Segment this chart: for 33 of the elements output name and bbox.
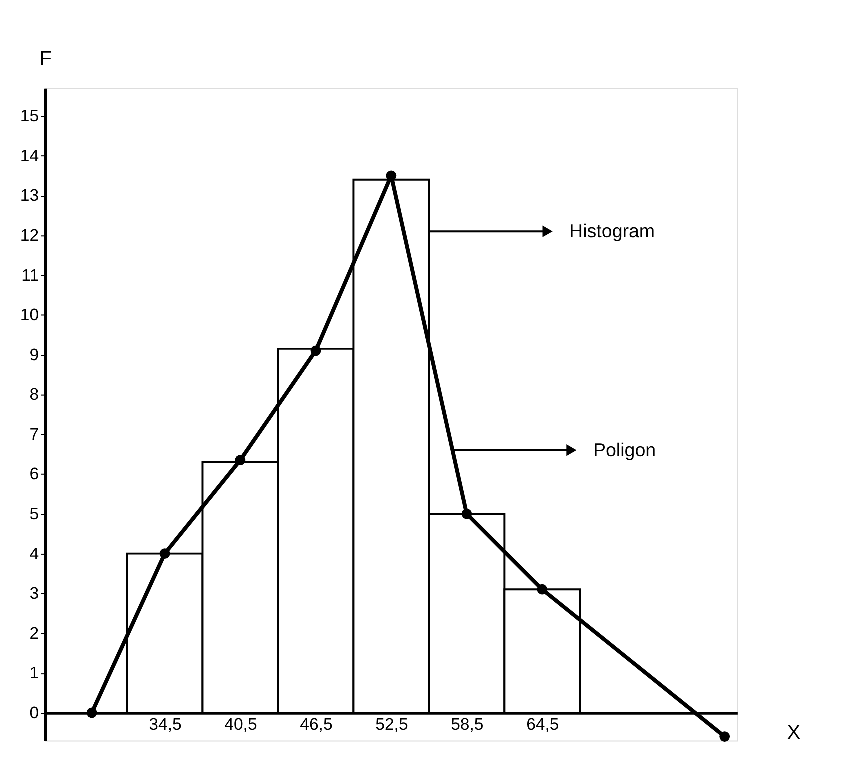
y-tick-label: 15 xyxy=(20,106,40,126)
y-tick-label: 10 xyxy=(20,306,40,325)
annotation: Poligon xyxy=(593,439,656,460)
x-axis-title: X xyxy=(787,722,801,744)
y-tick-label: 0 xyxy=(30,703,40,722)
y-tick-label: 13 xyxy=(20,186,40,206)
y-tick-label: 14 xyxy=(20,146,40,166)
y-tick-label: 6 xyxy=(30,464,40,484)
x-tick-label: 46,5 xyxy=(300,715,333,734)
x-tick-label: 58,5 xyxy=(451,715,484,734)
y-tick-label: 11 xyxy=(22,266,40,285)
point xyxy=(235,455,246,466)
y-axis-title: F xyxy=(40,48,52,70)
y-tick-label: 3 xyxy=(30,584,40,604)
point xyxy=(160,548,170,559)
y-tick-label: 8 xyxy=(30,385,40,404)
x-tick-label: 34,5 xyxy=(149,715,182,734)
point xyxy=(310,346,322,356)
y-tick-label: 4 xyxy=(30,544,40,564)
y-tick-label: 1 xyxy=(30,664,40,683)
point xyxy=(720,732,730,742)
point xyxy=(462,508,472,520)
point xyxy=(537,584,548,595)
y-tick-label: 2 xyxy=(30,624,40,643)
y-tick-label: 7 xyxy=(30,424,40,444)
y-tick-label: 9 xyxy=(30,345,40,364)
x-tick-label: 52,5 xyxy=(376,715,408,734)
y-tick-label: 5 xyxy=(30,504,40,524)
x-tick-label: 40,5 xyxy=(224,715,258,734)
point xyxy=(86,708,98,718)
y-tick-label: 12 xyxy=(20,226,40,245)
annotation: Histogram xyxy=(570,220,656,242)
x-tick-label: 64,5 xyxy=(526,715,560,734)
